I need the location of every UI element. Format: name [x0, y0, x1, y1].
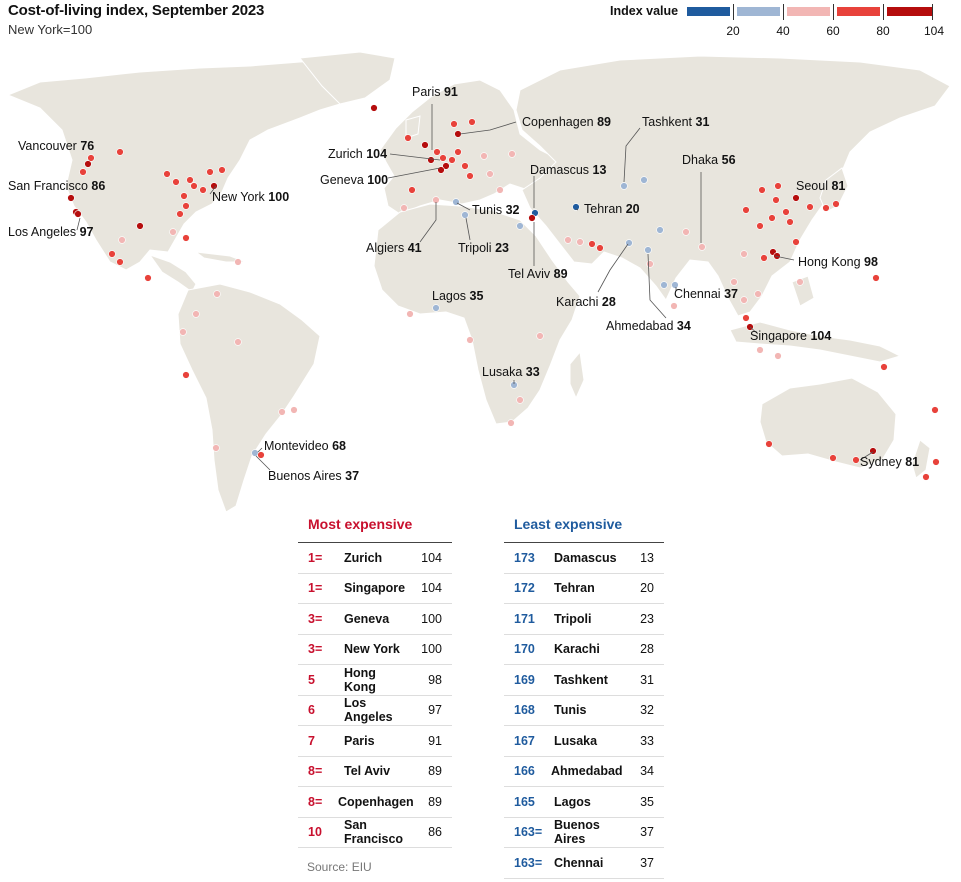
land-masses: [6, 51, 951, 513]
table-row: 7 Paris 91: [298, 726, 452, 757]
table-row: 166 Ahmedabad 34: [504, 757, 664, 787]
legend-swatch-3: [787, 7, 830, 16]
map-label-new-york: New York 100: [212, 190, 289, 204]
map-label-sydney: Sydney 81: [860, 455, 919, 469]
legend-swatch-4: [837, 7, 880, 16]
southeast-asia-islands: [729, 321, 902, 363]
map-label-buenos-aires: Buenos Aires 37: [268, 469, 359, 483]
legend-title: Index value: [610, 4, 679, 18]
table-row: 171 Tripoli 23: [504, 604, 664, 635]
map-label-lusaka: Lusaka 33: [482, 365, 540, 379]
legend-tick-label: 40: [776, 24, 790, 38]
table-row: 8= Tel Aviv 89: [298, 757, 452, 787]
map-label-copenhagen: Copenhagen 89: [522, 115, 611, 129]
table-row: 170 Karachi 28: [504, 635, 664, 665]
map-label-tehran: Tehran 20: [584, 202, 640, 216]
table-row: 8= Copenhagen 89: [298, 787, 452, 818]
legend-swatch-1: [687, 7, 730, 16]
table-row: 1= Zurich 104: [298, 543, 452, 574]
table-row: 169 Tashkent 31: [504, 665, 664, 696]
most-expensive-table: Most expensive 1= Zurich 104 1= Singapore 10…: [298, 516, 452, 848]
map-label-tashkent: Tashkent 31: [642, 115, 709, 129]
table-row: 3= New York 100: [298, 635, 452, 665]
table-row: 172 Tehran 20: [504, 574, 664, 604]
city-dots: [67, 104, 940, 481]
africa: [373, 203, 581, 425]
asia: [515, 55, 951, 317]
map-label-paris: Paris 91: [412, 85, 458, 99]
map-label-dhaka: Dhaka 56: [682, 153, 736, 167]
legend-tick-label: 60: [826, 24, 840, 38]
south-america: [177, 283, 321, 513]
map-label-seoul: Seoul 81: [796, 179, 845, 193]
table-row: 10 San Francisco 86: [298, 818, 452, 848]
source-note: Source: EIU: [307, 860, 372, 874]
leader-lines: [76, 104, 874, 471]
table-row: 6 Los Angeles 97: [298, 696, 452, 726]
table-row: 173 Damascus 13: [504, 543, 664, 574]
legend-tick-label: 80: [876, 24, 890, 38]
legend-swatch-5: [887, 7, 932, 16]
least-expensive-heading: Least expensive: [514, 516, 623, 532]
central-america: [148, 254, 197, 293]
map-label-tripoli: Tripoli 23: [458, 241, 509, 255]
map-label-los-angeles: Los Angeles 97: [8, 225, 94, 239]
legend-tick-label: 104: [923, 24, 945, 38]
table-row: 163= Chennai 37: [504, 848, 664, 879]
greenland: [299, 51, 396, 105]
chart-title: Cost-of-living index, September 2023: [8, 2, 265, 19]
table-row: 1= Singapore 104: [298, 574, 452, 604]
legend-swatch-2: [737, 7, 780, 16]
least-expensive-table: Least expensive 173 Damascus 13 172 Tehran 2…: [504, 516, 664, 879]
map-label-damascus: Damascus 13: [530, 163, 606, 177]
map-label-vancouver: Vancouver 76: [18, 139, 94, 153]
north-america: [6, 59, 371, 271]
map-label-chennai: Chennai 37: [674, 287, 738, 301]
city-labels: Paris 91 Copenhagen 89 Tashkent 31 Vanco…: [8, 85, 919, 483]
legend-tick-label: 20: [726, 24, 740, 38]
map-label-hong-kong: Hong Kong 98: [798, 255, 878, 269]
chart-subtitle: New York=100: [8, 22, 93, 37]
world-map: Paris 91 Copenhagen 89 Tashkent 31 Vanco…: [6, 51, 951, 513]
table-row: 3= Geneva 100: [298, 604, 452, 635]
map-label-geneva: Geneva 100: [320, 173, 388, 187]
table-row: 5 Hong Kong 98: [298, 665, 452, 696]
map-label-zurich: Zurich 104: [328, 147, 387, 161]
map-label-tunis: Tunis 32: [472, 203, 520, 217]
table-row: 168 Tunis 32: [504, 696, 664, 726]
map-label-san-francisco: San Francisco 86: [8, 179, 105, 193]
map-label-algiers: Algiers 41: [366, 241, 422, 255]
map-label-tel-aviv: Tel Aviv 89: [508, 267, 568, 281]
map-label-lagos: Lagos 35: [432, 289, 483, 303]
table-row: 165 Lagos 35: [504, 787, 664, 818]
new-zealand: [911, 439, 931, 479]
table-row: 167 Lusaka 33: [504, 726, 664, 757]
map-label-ahmedabad: Ahmedabad 34: [606, 319, 691, 333]
map-label-singapore: Singapore 104: [750, 329, 831, 343]
most-expensive-heading: Most expensive: [308, 516, 413, 532]
map-label-montevideo: Montevideo 68: [264, 439, 346, 453]
table-row: 163= Buenos Aires 37: [504, 818, 664, 848]
map-label-karachi: Karachi 28: [556, 295, 616, 309]
